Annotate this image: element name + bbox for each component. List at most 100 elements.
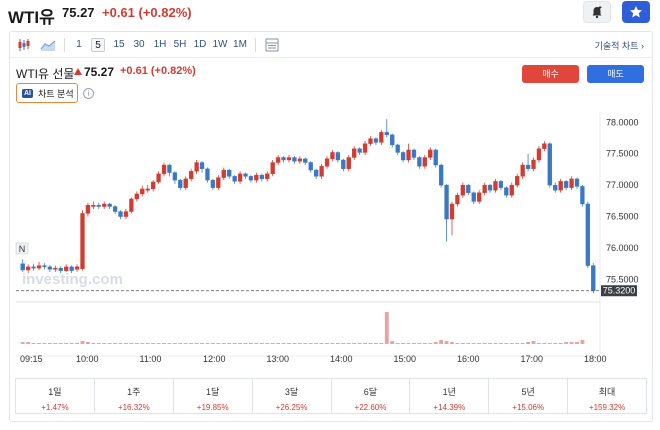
y-tick-label: 76.5000: [606, 212, 639, 222]
candle: [172, 171, 178, 184]
candle-body: [140, 188, 145, 195]
candle: [243, 172, 248, 179]
candle-body: [47, 266, 53, 270]
bell-plus-icon: [592, 6, 602, 19]
sell-button[interactable]: 매도: [587, 65, 644, 83]
period-max[interactable]: 최대 +159.32%: [568, 379, 646, 413]
candle-body: [422, 157, 427, 167]
x-tick-label: 16:00: [457, 354, 480, 364]
period-1mo[interactable]: 1달 +19.85%: [174, 379, 253, 413]
candle-body: [161, 164, 167, 175]
volume-bar: [189, 343, 194, 344]
technical-chart-link[interactable]: 기술적 차트 ›: [594, 41, 644, 51]
candle: [471, 191, 476, 204]
star-icon: [630, 6, 642, 18]
buy-button[interactable]: 매수: [522, 65, 579, 83]
candle-body: [286, 157, 292, 161]
volume-bar: [395, 343, 400, 344]
candle-body: [553, 184, 558, 191]
timeframe-1w[interactable]: 1W: [212, 39, 228, 50]
candle: [107, 202, 112, 210]
period-6mo[interactable]: 6달 +22.60%: [332, 379, 411, 413]
period-1w[interactable]: 1주 +16.32%: [95, 379, 174, 413]
volume-bar: [96, 343, 101, 344]
period-1d[interactable]: 1일 +1.47%: [16, 379, 95, 413]
timeframe-1d[interactable]: 1D: [193, 39, 207, 50]
volume-bar: [417, 343, 422, 344]
candle-body: [216, 177, 221, 188]
timeframe-5[interactable]: 5: [91, 38, 105, 52]
candle: [248, 175, 254, 183]
volume-bar: [26, 342, 31, 344]
period-1y[interactable]: 1년 +14.39%: [410, 379, 490, 413]
watermark: investing.com: [22, 271, 123, 288]
volume-bar: [178, 343, 183, 344]
volume-bar: [498, 343, 503, 344]
candle: [53, 265, 58, 272]
timeframe-5h[interactable]: 5H: [173, 39, 187, 50]
candle-body: [80, 213, 85, 269]
ai-chart-analysis-button[interactable]: AI 차트 분석: [16, 83, 78, 103]
candle: [477, 190, 482, 204]
candle-body: [525, 164, 531, 170]
candle: [129, 197, 134, 214]
candle: [509, 182, 514, 198]
candlestick-icon[interactable]: [16, 37, 32, 53]
candle: [330, 149, 335, 162]
candle-body: [150, 181, 156, 190]
volume-bar: [531, 341, 536, 344]
timeframe-30[interactable]: 30: [133, 39, 145, 50]
candle-body: [292, 157, 297, 162]
volume-bar: [547, 343, 552, 344]
candle: [362, 141, 368, 155]
volume-bar: [221, 343, 226, 344]
layout-icon[interactable]: [264, 37, 280, 53]
last-price-label: 75.3200: [603, 286, 636, 296]
candle-body: [265, 173, 270, 180]
candle: [270, 160, 275, 177]
price-chart[interactable]: investing.com 78.0000 77.5000 77.0000 76.50…: [10, 108, 652, 370]
watchlist-button[interactable]: [622, 1, 650, 23]
candle-body: [395, 144, 400, 153]
event-marker[interactable]: [15, 242, 29, 255]
period-value: +1.47%: [41, 403, 69, 412]
candle-body: [384, 132, 389, 136]
timeframe-15[interactable]: 15: [113, 39, 125, 50]
candle: [58, 266, 63, 274]
x-tick-label: 11:00: [140, 354, 162, 364]
candle: [237, 171, 243, 184]
timeframe-1[interactable]: 1: [76, 39, 82, 50]
area-chart-icon[interactable]: [40, 37, 56, 53]
candle: [259, 173, 264, 182]
volume-bar: [460, 343, 465, 344]
period-3mo[interactable]: 3달 +26.25%: [253, 379, 332, 413]
timeframe-1h[interactable]: 1H: [153, 39, 167, 50]
candle-body: [58, 267, 63, 271]
candle: [74, 264, 80, 272]
volume-bar: [363, 343, 368, 344]
candle: [64, 264, 69, 272]
timeframe-1m[interactable]: 1M: [233, 39, 247, 50]
candle: [286, 154, 292, 163]
volume-bar: [270, 343, 275, 344]
candle-body: [335, 152, 341, 161]
add-alert-button[interactable]: [583, 1, 611, 23]
candle: [123, 209, 129, 220]
candle: [319, 163, 324, 179]
candle-body: [373, 138, 379, 143]
info-icon[interactable]: i: [83, 88, 94, 99]
candle: [161, 162, 167, 177]
volume-bar: [140, 343, 145, 344]
candle: [498, 180, 504, 191]
period-label: 1년: [442, 387, 456, 397]
period-5y[interactable]: 5년 +15.06%: [489, 379, 569, 413]
period-label: 1일: [48, 387, 62, 397]
candle-body: [411, 149, 417, 158]
candle-body: [129, 198, 134, 212]
candle: [308, 161, 313, 173]
period-value: +22.60%: [354, 403, 387, 412]
last-price-badge: [601, 285, 637, 297]
candle-body: [487, 184, 493, 191]
volume-bar: [292, 343, 297, 344]
candle: [417, 156, 422, 169]
